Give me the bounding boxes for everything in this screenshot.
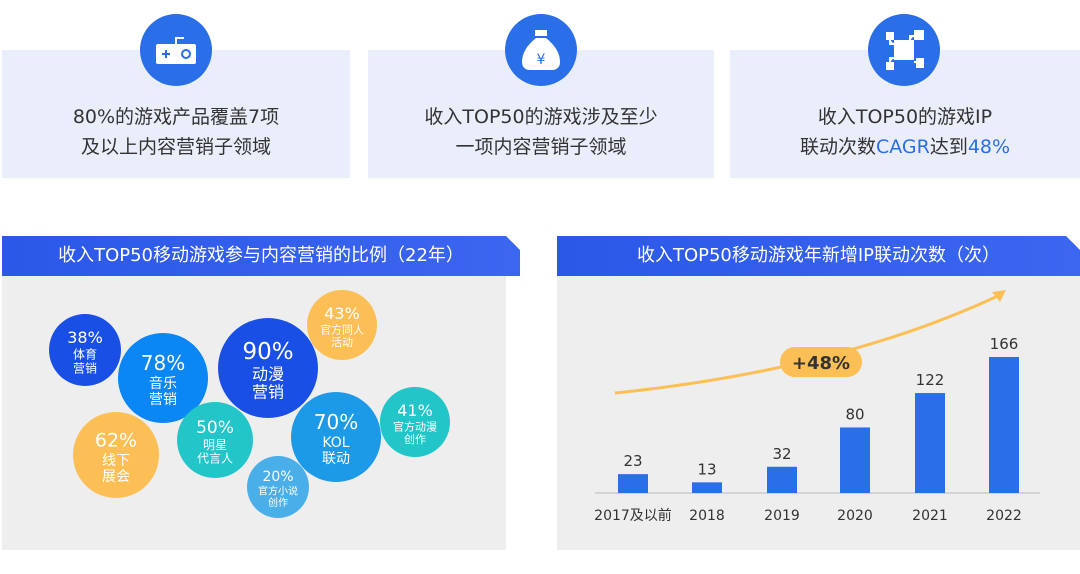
bubble-label: 体育 <box>73 347 97 362</box>
bubble-label: 展会 <box>102 469 130 485</box>
bubble-label: 代言人 <box>197 452 233 466</box>
bubble-label: 官方小说 <box>258 485 298 498</box>
bubble-chart-title: 收入TOP50移动游戏参与内容营销的比例（22年） <box>58 245 464 266</box>
card-text-line1: 收入TOP50的游戏IP <box>817 106 993 128</box>
card-text-line1: 收入TOP50的游戏涉及至少 <box>424 106 658 128</box>
bubble-value: 41% <box>397 401 433 420</box>
bubble-label: 活动 <box>331 336 353 349</box>
cagr-value: 48% <box>967 136 1011 158</box>
bar-value-label: 122 <box>916 371 945 389</box>
bar <box>915 393 945 493</box>
bubble-label: 线下 <box>102 453 130 469</box>
cagr-badge <box>780 347 862 377</box>
card-text: 联动次数 <box>799 136 876 158</box>
card-text-line2: 一项内容营销子领域 <box>455 136 627 158</box>
bar-chart-title: 收入TOP50移动游戏年新增IP联动次数（次） <box>636 245 1001 266</box>
bubble <box>177 402 253 478</box>
bar <box>618 474 648 493</box>
bar <box>989 357 1019 493</box>
stat-card-2: 收入TOP50的游戏涉及至少 一项内容营销子领域 <box>368 50 714 178</box>
x-tick-label: 2022 <box>986 508 1022 524</box>
x-tick-label: 2019 <box>764 508 800 524</box>
card-text-line1: 80%的游戏产品覆盖7项 <box>72 106 280 128</box>
bar-value-label: 23 <box>623 452 642 470</box>
money-bag-icon: ¥ <box>505 14 577 86</box>
bubble-label: KOL <box>322 435 349 451</box>
bar-chart: +48% 23 2017及以前 13 2018 32 2019 80 2020 122 2021 16… <box>594 290 1040 524</box>
bar <box>767 466 797 493</box>
bubble <box>49 314 121 386</box>
bubble <box>218 318 318 418</box>
x-tick-label: 2020 <box>837 508 873 524</box>
bubble-label: 音乐 <box>149 375 177 392</box>
bar-value-label: 166 <box>990 335 1019 353</box>
card-text: 达到 <box>929 136 968 158</box>
bubble-label: 营销 <box>149 392 177 408</box>
bubble-label: 联动 <box>322 451 350 467</box>
bubble <box>73 412 159 498</box>
bar <box>840 427 870 493</box>
gamepad-icon <box>140 14 212 86</box>
bubble-value: 70% <box>314 410 358 434</box>
bar <box>692 482 722 493</box>
x-tick-label: 2018 <box>689 508 725 524</box>
bubble-value: 90% <box>242 339 293 365</box>
cagr-label: +48% <box>792 353 850 374</box>
bubble-label: 营销 <box>73 361 97 375</box>
bubble-label: 官方同人 <box>320 322 364 336</box>
bar-value-label: 80 <box>845 405 864 423</box>
cagr-highlight: CAGR <box>875 136 930 158</box>
bar-value-label: 13 <box>697 460 716 478</box>
bubble-label: 创作 <box>268 496 288 509</box>
bubble <box>118 333 208 423</box>
network-icon <box>868 14 940 86</box>
x-tick-label: 2017及以前 <box>594 507 672 524</box>
bubble-value: 78% <box>141 351 185 375</box>
bubble-chart-title-bar: 收入TOP50移动游戏参与内容营销的比例（22年） <box>2 236 520 276</box>
bubble <box>380 387 450 457</box>
arrow-head-icon <box>992 290 1006 302</box>
bar-value-label: 32 <box>772 445 791 463</box>
bubble-value: 62% <box>95 430 137 452</box>
bubble-label: 明星 <box>203 438 227 452</box>
bubble-value: 38% <box>67 328 103 347</box>
x-tick-label: 2021 <box>912 508 948 524</box>
bubble <box>307 290 377 360</box>
bubble <box>291 392 381 482</box>
svg-text:¥: ¥ <box>537 52 546 68</box>
bubble-label: 动漫 <box>252 364 284 383</box>
card-text-line2: 及以上内容营销子领域 <box>80 136 271 158</box>
bubble <box>247 456 309 518</box>
bubble-label: 官方动漫 <box>393 419 437 433</box>
bar-chart-title-bar: 收入TOP50移动游戏年新增IP联动次数（次） <box>557 236 1080 276</box>
bubble-value: 20% <box>262 469 293 485</box>
bubble-value: 50% <box>196 418 234 438</box>
bubble-value: 43% <box>324 304 360 323</box>
bubble-label: 营销 <box>252 383 284 402</box>
bubble-label: 创作 <box>404 433 426 446</box>
